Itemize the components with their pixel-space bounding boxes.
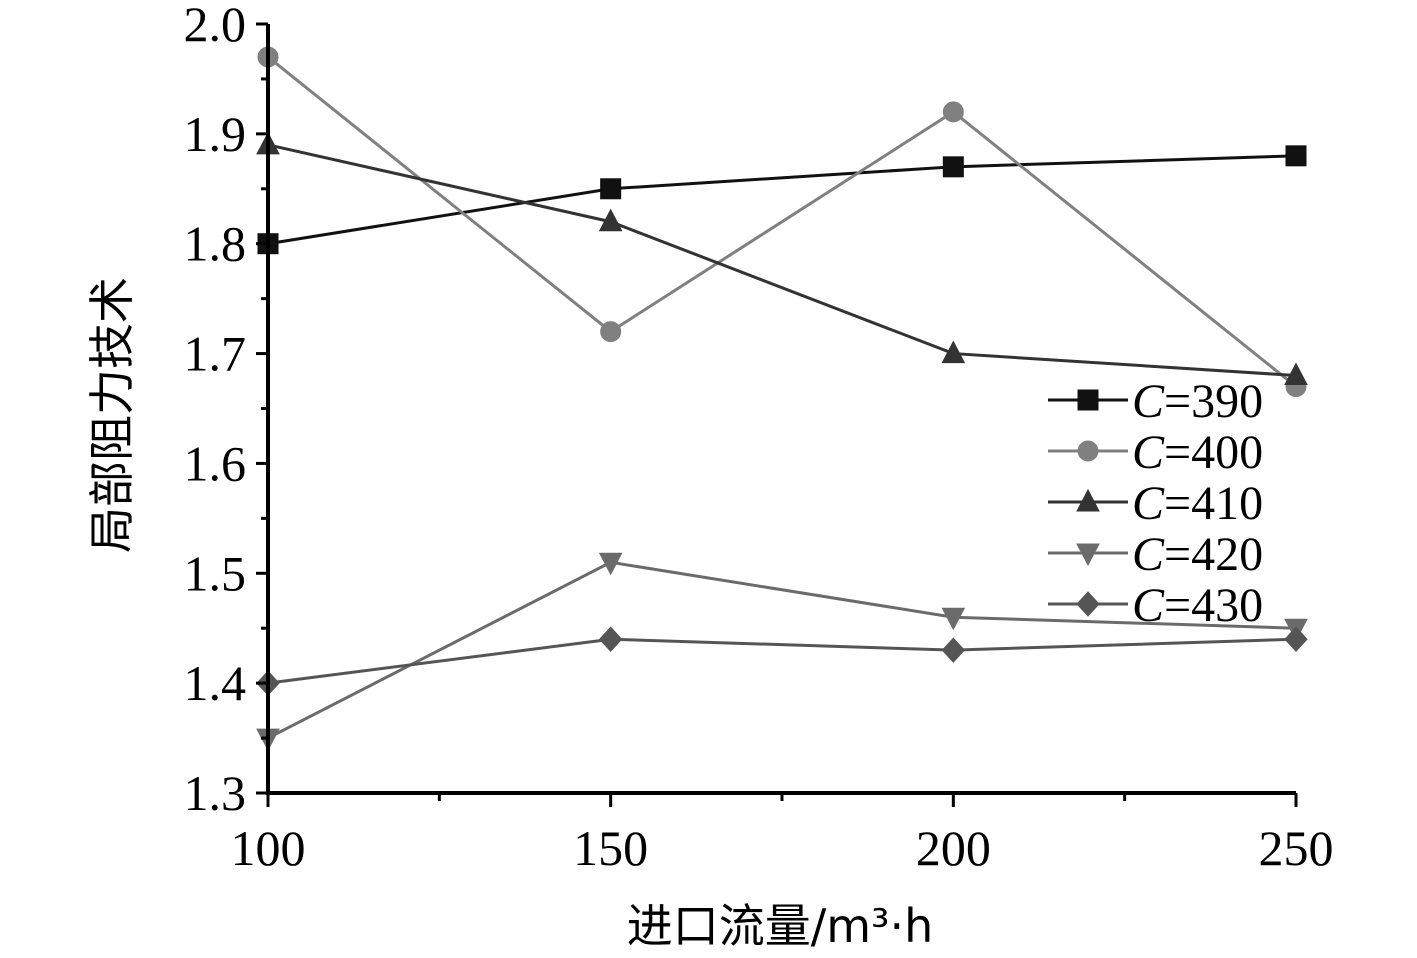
legend-label: C=400 — [1132, 426, 1263, 479]
axes-layer — [256, 22, 1298, 807]
tick-labels: 1.3 1.4 1.5 1.6 1.7 1.8 1.9 2.0 100 150 200 250 — [184, 0, 1334, 876]
data-point — [942, 156, 964, 178]
x-axis-title: 进口流量/m³·h — [627, 899, 934, 953]
data-point — [1284, 362, 1308, 386]
y-tick-label: 1.9 — [184, 106, 247, 162]
series-line — [267, 143, 1297, 378]
series-C=430 — [256, 626, 1308, 696]
data-point — [600, 321, 622, 343]
x-tick-label: 200 — [916, 820, 991, 876]
legend-item: C=390 — [1048, 375, 1263, 428]
series-C=410 — [256, 131, 1308, 386]
y-tick-label: 1.4 — [184, 655, 247, 711]
series-C=400 — [257, 46, 1307, 398]
y-tick-label: 1.5 — [184, 545, 247, 601]
x-tick-label: 100 — [231, 820, 306, 876]
legend-item: C=400 — [1048, 426, 1263, 479]
data-point — [598, 208, 623, 232]
data-point — [941, 340, 966, 364]
x-tick-label: 150 — [573, 820, 648, 876]
data-point — [598, 552, 623, 576]
series-line — [267, 154, 1297, 246]
legend-label: C=430 — [1132, 579, 1263, 632]
legend-marker — [1076, 591, 1100, 617]
data-point — [941, 637, 966, 663]
legend-item: C=410 — [1048, 477, 1263, 530]
series-C=390 — [257, 145, 1307, 255]
legend-label: C=410 — [1132, 477, 1263, 530]
data-point — [1285, 145, 1307, 167]
y-tick-label: 1.3 — [184, 765, 247, 821]
data-point — [941, 607, 966, 631]
series-line — [267, 55, 1297, 388]
series-line — [267, 560, 1297, 740]
data-point — [598, 626, 623, 652]
y-tick-label: 1.6 — [184, 435, 247, 491]
legend-marker — [1076, 488, 1100, 512]
legend-item: C=430 — [1048, 579, 1263, 632]
y-tick-label: 2.0 — [184, 0, 247, 52]
y-axis-title: 局部阻力技术 — [85, 277, 139, 553]
legend-marker — [1077, 440, 1099, 462]
legend-item: C=420 — [1048, 528, 1263, 581]
data-point — [942, 101, 964, 123]
x-tick-label: 250 — [1259, 820, 1334, 876]
series-line — [267, 637, 1297, 685]
legend-label: C=420 — [1132, 528, 1263, 581]
y-tick-label: 1.8 — [184, 216, 247, 272]
y-tick-label: 1.7 — [184, 326, 247, 382]
legend-marker — [1077, 389, 1099, 411]
data-point — [1284, 626, 1308, 652]
data-point — [600, 178, 622, 200]
legend-marker — [1076, 543, 1100, 567]
legend-label: C=390 — [1132, 375, 1263, 428]
plot-area: 1.3 1.4 1.5 1.6 1.7 1.8 1.9 2.0 100 150 200 250 — [184, 0, 1334, 876]
series-layer — [256, 46, 1308, 752]
